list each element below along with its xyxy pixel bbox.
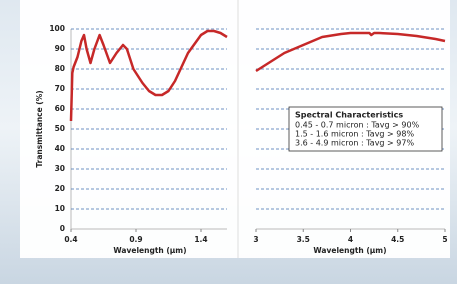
y-tick-label: 30 <box>55 164 65 173</box>
annotation-line: 3.6 - 4.9 micron : Tavg > 97% <box>295 139 414 148</box>
annotation-line: 0.45 - 0.7 micron : Tavg > 90% <box>295 121 420 130</box>
x-tick-label: 4.5 <box>391 235 404 244</box>
x-tick-label: 1.4 <box>194 235 207 244</box>
x-tick-label: 3.5 <box>297 235 310 244</box>
y-tick-label: 20 <box>55 184 65 193</box>
annotation-line: 1.5 - 1.6 micron : Tavg > 98% <box>295 130 414 139</box>
x-axis-label: Wavelength (µm) <box>113 246 186 255</box>
x-axis-label: Wavelength (µm) <box>313 246 386 255</box>
x-tick-label: 0.9 <box>129 235 142 244</box>
y-tick-label: 100 <box>49 24 65 33</box>
y-tick-label: 40 <box>55 144 65 153</box>
y-tick-label: 0 <box>60 224 65 233</box>
x-tick-label: 0.4 <box>64 235 77 244</box>
x-tick-label: 4 <box>348 235 353 244</box>
x-tick-label: 3 <box>253 235 258 244</box>
y-tick-label: 50 <box>55 124 65 133</box>
y-tick-label: 80 <box>55 64 65 73</box>
y-tick-label: 90 <box>55 44 65 53</box>
y-tick-label: 60 <box>55 104 65 113</box>
y-tick-label: 70 <box>55 84 65 93</box>
annotation-title: Spectral Characteristics <box>295 111 403 120</box>
y-axis-label: Transmittance (%) <box>35 90 44 167</box>
y-tick-label: 10 <box>55 204 65 213</box>
x-tick-label: 5 <box>442 235 447 244</box>
page: {"chart_data": [ {"type": "line", "y_lab… <box>0 0 457 284</box>
chart: Transmittance (%) Wavelength (µm) Wavele… <box>0 0 457 284</box>
